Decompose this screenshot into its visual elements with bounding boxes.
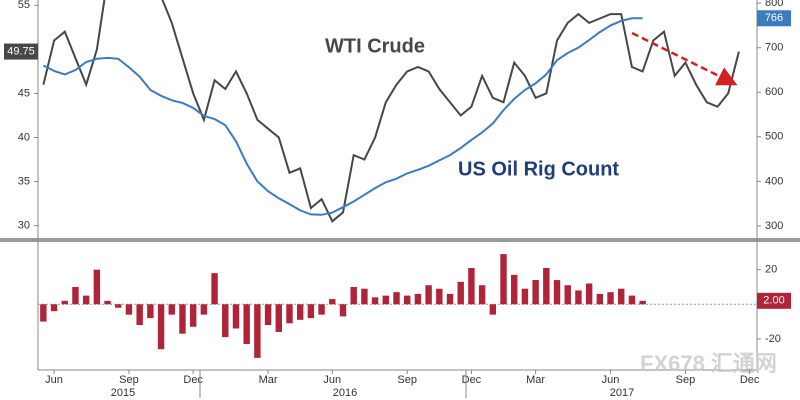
- bar: [296, 304, 304, 320]
- bar: [254, 304, 261, 358]
- bar: [639, 300, 646, 305]
- bar: [136, 304, 143, 326]
- bar: [232, 304, 240, 329]
- value-tag-label: 2.00: [763, 295, 784, 307]
- wti-label: WTI Crude: [325, 35, 425, 57]
- bar: [553, 280, 561, 305]
- x-tick-label: Sep: [397, 374, 417, 386]
- bar: [104, 300, 111, 305]
- year-label: 2015: [111, 387, 135, 399]
- bar: [521, 288, 529, 305]
- bar: [596, 293, 604, 305]
- bar: [628, 295, 636, 305]
- bar: [115, 304, 122, 308]
- bar: [275, 304, 282, 332]
- bar: [72, 286, 79, 305]
- value-tag: [757, 292, 791, 309]
- bar: [222, 304, 229, 338]
- y-tick-label: 30: [18, 220, 30, 232]
- bar: [500, 254, 507, 305]
- bar: [243, 304, 250, 345]
- value-tag-label: 766: [765, 12, 783, 24]
- bar: [543, 267, 550, 305]
- bar: [511, 274, 518, 305]
- bar: [40, 304, 47, 322]
- x-tick-label: Jun: [323, 374, 341, 386]
- value-tag: [757, 10, 791, 27]
- value-tag: [4, 43, 38, 60]
- bar: [61, 300, 68, 305]
- bar: [585, 283, 593, 305]
- bar: [339, 304, 347, 317]
- bar: [264, 304, 272, 326]
- y-tick-label: 40: [18, 131, 30, 143]
- bar: [179, 304, 186, 334]
- y-tick-label: 35: [18, 175, 30, 187]
- top-plot: [42, 0, 740, 223]
- bar: [607, 292, 614, 305]
- x-tick-label: Jun: [602, 374, 620, 386]
- y-tick-label: 45: [18, 87, 30, 99]
- y-tick-label: 20: [765, 264, 777, 276]
- bar: [189, 304, 197, 327]
- line: [42, 0, 740, 223]
- y2-tick-label: 400: [765, 175, 783, 187]
- bar: [200, 304, 208, 315]
- x-tick-label: Sep: [119, 374, 139, 386]
- bar: [425, 285, 432, 305]
- bar: [329, 299, 336, 305]
- bar: [286, 304, 293, 324]
- y-tick-label: 55: [18, 0, 30, 11]
- value-tag-label: 49.75: [7, 45, 35, 57]
- x-tick-label: Jun: [45, 374, 63, 386]
- x-tick-label: Dec: [462, 374, 482, 386]
- y2-tick-label: 500: [765, 131, 783, 143]
- x-tick-label: Sep: [676, 374, 696, 386]
- bar: [82, 295, 90, 305]
- bar: [350, 286, 357, 305]
- panel-separator: [0, 238, 800, 242]
- y-tick-label: -20: [765, 333, 781, 345]
- y2-tick-label: 300: [765, 220, 783, 232]
- bar: [414, 293, 422, 305]
- bar: [157, 304, 165, 350]
- x-tick-label: Mar: [259, 374, 278, 386]
- line: [42, 17, 643, 216]
- bar: [361, 288, 368, 305]
- bar: [393, 292, 400, 305]
- year-label: 2017: [610, 387, 634, 399]
- bar: [371, 297, 379, 305]
- bar: [564, 285, 571, 305]
- watermark: FX678 汇通网: [640, 351, 777, 376]
- y2-tick-label: 700: [765, 42, 783, 54]
- bar: [575, 290, 582, 305]
- bar: [307, 304, 315, 319]
- trend-arrow: [631, 31, 738, 86]
- bar: [618, 288, 625, 305]
- bar: [532, 280, 539, 305]
- bar: [168, 304, 175, 315]
- bar: [93, 269, 101, 305]
- bar: [436, 288, 443, 305]
- bar: [478, 285, 486, 305]
- bar: [446, 293, 454, 305]
- bar: [125, 304, 133, 315]
- x-tick-label: Dec: [183, 374, 203, 386]
- x-tick-label: Mar: [526, 374, 545, 386]
- y2-tick-label: 800: [765, 0, 783, 9]
- bar: [211, 273, 218, 305]
- bar: [382, 295, 390, 305]
- bar: [489, 304, 497, 315]
- bar: [403, 295, 411, 305]
- bar: [457, 281, 464, 305]
- bar: [50, 304, 58, 312]
- year-label: 2016: [333, 387, 357, 399]
- y2-tick-label: 600: [765, 86, 783, 98]
- bar: [468, 267, 475, 305]
- rig-label: US Oil Rig Count: [458, 158, 619, 180]
- bar: [147, 304, 154, 319]
- bar: [318, 304, 325, 315]
- x-tick-label: Dec: [740, 374, 760, 386]
